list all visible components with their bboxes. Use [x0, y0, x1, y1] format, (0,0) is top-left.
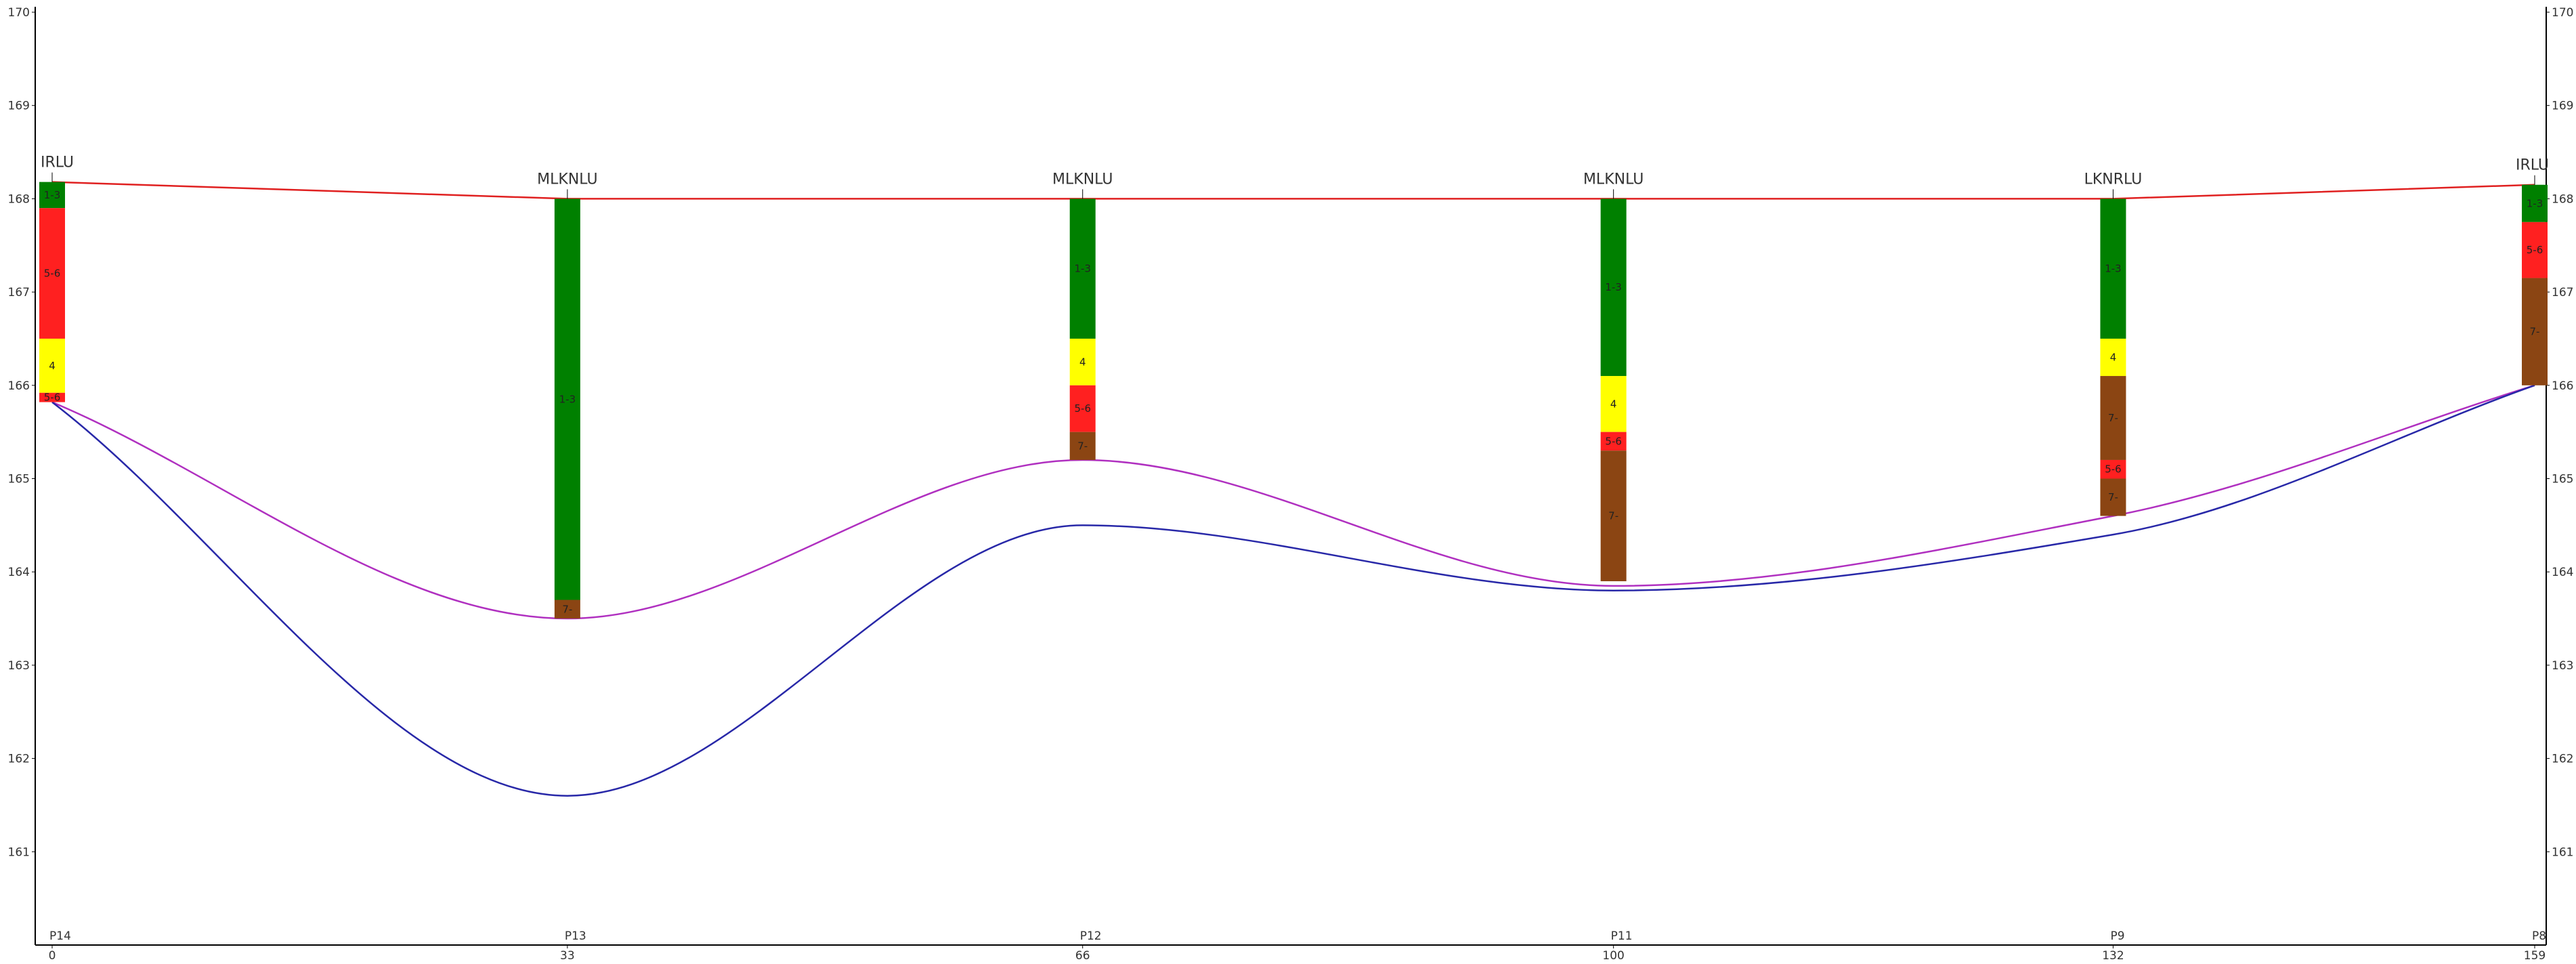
y-tick-label-left: 162 — [8, 753, 30, 766]
borehole-layer — [1600, 376, 1627, 432]
y-tick-label-right: 164 — [2552, 566, 2573, 579]
borehole-layer — [1600, 432, 1627, 451]
borehole-layer — [2522, 278, 2548, 385]
y-tick-label-right: 166 — [2552, 379, 2573, 393]
y-tick-label-left: 165 — [8, 473, 30, 486]
layer-label: 1-3 — [1605, 281, 1622, 293]
y-tick-label-right: 169 — [2552, 100, 2573, 113]
borehole-layer — [2100, 478, 2126, 516]
y-tick-label-left: 166 — [8, 379, 30, 393]
profile-line — [51, 181, 2535, 200]
x-point-label: P9 — [2110, 929, 2124, 943]
x-tick-label: 132 — [2102, 949, 2124, 963]
layer-label: 1-3 — [559, 393, 576, 405]
x-tick-label: 0 — [49, 949, 56, 963]
borehole-layer — [554, 600, 580, 619]
y-tick-label-left: 168 — [8, 192, 30, 206]
borehole-layer — [2100, 198, 2126, 339]
y-tick-label-left: 167 — [8, 286, 30, 299]
layer-label: 1-3 — [44, 189, 61, 201]
y-tick-label-right: 170 — [2552, 6, 2573, 20]
x-point-label: P13 — [565, 929, 586, 943]
borehole-layer — [1069, 385, 1096, 432]
y-tick-label-left: 170 — [8, 6, 30, 20]
layer-label: 4 — [1079, 356, 1086, 368]
y-tick-label-left: 164 — [8, 566, 30, 579]
y-tick-label-left: 161 — [8, 845, 30, 859]
x-tick-label: 33 — [560, 949, 575, 963]
borehole-layer — [2522, 222, 2548, 278]
borehole-label: MLKNLU — [537, 171, 597, 188]
x-point-label: P8 — [2532, 929, 2546, 943]
layer-label: 5-6 — [2105, 463, 2122, 476]
x-point-label: P12 — [1080, 929, 1102, 943]
y-tick-label-right: 165 — [2552, 473, 2573, 486]
layer-label: 7- — [562, 603, 572, 615]
profile-line — [51, 384, 2535, 797]
borehole-layer — [1600, 198, 1627, 377]
layer-label: 1-3 — [2105, 263, 2122, 275]
x-tick-label: 100 — [1602, 949, 1624, 963]
borehole-layer — [39, 392, 65, 402]
borehole-layer — [2100, 459, 2126, 479]
y-tick-label-left: 169 — [8, 100, 30, 113]
layer-label: 7- — [1608, 510, 1618, 522]
borehole-layer — [39, 208, 65, 339]
borehole-label: MLKNLU — [1583, 171, 1644, 188]
x-tick-label: 66 — [1075, 949, 1090, 963]
x-tick-label: 159 — [2524, 949, 2546, 963]
borehole-layer — [2100, 338, 2126, 377]
layer-label: 5-6 — [44, 392, 61, 404]
borehole-layer — [554, 198, 580, 600]
y-tick-label-left: 163 — [8, 659, 30, 673]
profile-line — [51, 384, 2535, 620]
borehole-layer — [1069, 198, 1096, 339]
layer-label: 7- — [2108, 491, 2118, 503]
x-point-label: P11 — [1611, 929, 1633, 943]
layer-label: 7- — [2530, 326, 2540, 338]
y-tick-label-right: 163 — [2552, 659, 2573, 673]
y-tick-label-right: 161 — [2552, 845, 2573, 859]
borehole-layer — [1069, 432, 1096, 460]
borehole-label: IRLU — [2516, 157, 2549, 174]
layer-label: 4 — [1610, 398, 1617, 410]
y-tick-label-right: 162 — [2552, 753, 2573, 766]
borehole-label: LKNRLU — [2084, 171, 2143, 188]
layer-label: 7- — [1077, 440, 1088, 452]
borehole-label: IRLU — [41, 154, 74, 171]
layer-label: 4 — [2110, 351, 2117, 363]
borehole-layer — [1600, 450, 1627, 581]
borehole-label: MLKNLU — [1052, 171, 1113, 188]
layer-label: 1-3 — [1074, 263, 1091, 275]
x-point-label: P14 — [49, 929, 71, 943]
borehole-layer — [1069, 338, 1096, 385]
layer-label: 5-6 — [2527, 244, 2543, 256]
y-tick-label-right: 168 — [2552, 192, 2573, 206]
layer-label: 4 — [49, 360, 56, 372]
borehole-layer — [39, 338, 65, 393]
y-tick-label-right: 167 — [2552, 286, 2573, 299]
layer-label: 5-6 — [1074, 402, 1091, 415]
borehole-layer — [2100, 376, 2126, 460]
layer-label: 5-6 — [44, 268, 61, 280]
borehole-layer — [39, 182, 65, 209]
layer-label: 7- — [2108, 412, 2118, 424]
borehole-layer — [2522, 184, 2548, 222]
layer-label: 5-6 — [1605, 435, 1622, 447]
layer-label: 1-3 — [2527, 197, 2543, 209]
